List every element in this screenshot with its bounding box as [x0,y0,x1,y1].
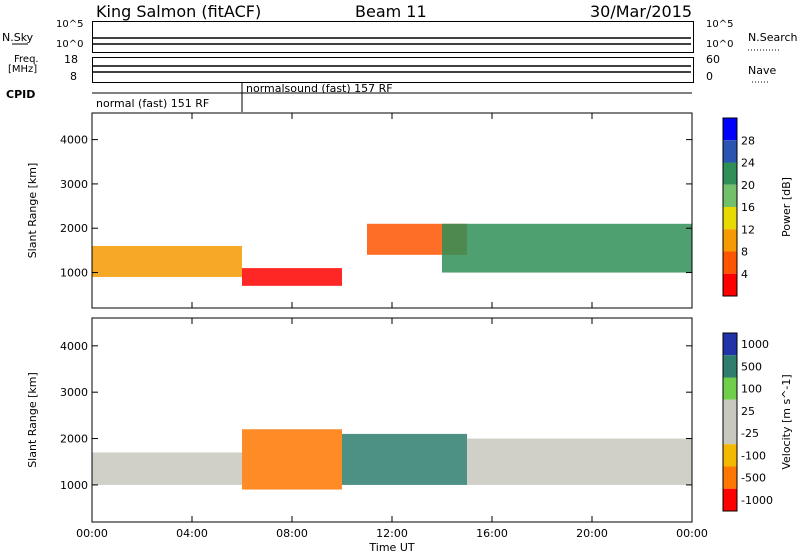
chart-axes: 1000 2000 3000 4000 Slant Range [km] 4 8 12 16 20… [26,112,793,554]
velocity-colorbar-tick-1: 500 [741,360,762,373]
freq-label-1: Freq. [14,54,39,65]
power-colorbar-seg-1 [723,140,737,163]
nsky-panel [92,21,694,53]
freq-tick-bottom: 8 [70,70,77,83]
xtick-label-5: 20:00 [576,527,608,540]
xtick-label-6: 00:00 [676,527,708,540]
power-ylabel-0: 1000 [60,267,88,280]
nave-label: Nave [748,64,777,77]
nave-tick-top: 60 [706,53,720,66]
velocity-colorbar-seg-2 [723,377,737,400]
power-colorbar-seg-0 [723,118,737,141]
freq-tick-top: 18 [64,53,78,66]
velocity-colorbar-seg-5 [723,444,737,467]
velocity-colorbar-label: Velocity [m s^-1] [780,374,793,469]
cpid-label: CPID [6,88,36,101]
velocity-band-3 [467,438,692,485]
power-band-0 [92,245,242,277]
nsky-tick-top: 10^5 [56,19,84,30]
nsky-tick-bottom: 10^0 [56,39,84,50]
velocity-band-2 [342,433,467,485]
power-frame [91,112,693,309]
power-ylabel-3: 4000 [60,134,88,147]
power-colorbar-seg-7 [723,273,737,296]
power-colorbar-tick-5: 24 [741,157,755,170]
cpid-mode-2: normalsound (fast) 157 RF [246,82,393,95]
velocity-colorbar-frame [722,332,738,512]
velocity-band-1 [242,429,342,490]
power-colorbar-seg-3 [723,184,737,207]
velocity-colorbar-seg-6 [723,466,737,489]
power-colorbar-tick-1: 8 [741,246,748,259]
power-heatmap [92,223,692,286]
xaxis-label: Time UT [368,541,414,554]
freq-panel [92,57,694,83]
power-colorbar-label: Power [dB] [780,177,793,237]
power-colorbar-tick-2: 12 [741,223,755,236]
power-colorbar-seg-2 [723,162,737,185]
velocity-heatmap [92,429,692,490]
xtick-label-4: 16:00 [476,527,508,540]
cpid-mode-1: normal (fast) 151 RF [96,97,210,110]
velocity-band-0 [92,452,242,485]
date-label: 30/Mar/2015 [590,2,693,21]
power-yaxis-label: Slant Range [km] [26,163,39,259]
freq-label-2: [MHz] [8,64,38,75]
nsky-label: N.Sky [2,31,34,44]
velocity-ylabel-3: 4000 [60,340,88,353]
velocity-ylabel-1: 2000 [60,433,88,446]
nsearch-label: N.Search [748,31,798,44]
xtick-label-2: 08:00 [276,527,308,540]
power-band-1 [242,268,342,286]
velocity-ylabel-2: 3000 [60,386,88,399]
velocity-colorbar-seg-3 [723,399,737,422]
xtick-label-0: 00:00 [76,527,108,540]
power-ylabel-2: 3000 [60,178,88,191]
power-colorbar-tick-6: 28 [741,134,755,147]
nave-tick-bottom: 0 [706,70,713,83]
power-colorbar-seg-6 [723,251,737,274]
velocity-colorbar-seg-7 [723,488,737,511]
radar-title: King Salmon (fitACF) [96,2,262,21]
velocity-colorbar-tick-0: 1000 [741,338,769,351]
power-colorbar-tick-4: 20 [741,179,755,192]
velocity-colorbar-tick-4: -25 [741,427,759,440]
power-ylabel-1: 2000 [60,222,88,235]
power-band-3 [442,223,692,273]
power-colorbar-tick-3: 16 [741,201,755,214]
velocity-colorbar-tick-7: -1000 [741,494,773,507]
velocity-yaxis-label: Slant Range [km] [26,372,39,468]
xtick-label-3: 12:00 [376,527,408,540]
velocity-colorbar-tick-2: 100 [741,383,762,396]
velocity-colorbar-tick-6: -500 [741,472,766,485]
beam-label: Beam 11 [355,2,427,21]
velocity-colorbar-tick-5: -100 [741,449,766,462]
power-colorbar-tick-0: 4 [741,268,748,281]
velocity-frame [91,317,693,523]
velocity-colorbar-seg-0 [723,333,737,356]
velocity-colorbar-seg-4 [723,422,737,445]
velocity-colorbar-seg-1 [723,355,737,378]
power-colorbar-frame [722,117,738,297]
nsearch-tick-top: 10^5 [706,19,734,30]
velocity-ylabel-0: 1000 [60,479,88,492]
xtick-label-1: 04:00 [176,527,208,540]
power-colorbar-seg-4 [723,207,737,230]
power-colorbar-seg-5 [723,229,737,252]
nsearch-tick-bottom: 10^0 [706,39,734,50]
velocity-colorbar-tick-3: 25 [741,405,755,418]
